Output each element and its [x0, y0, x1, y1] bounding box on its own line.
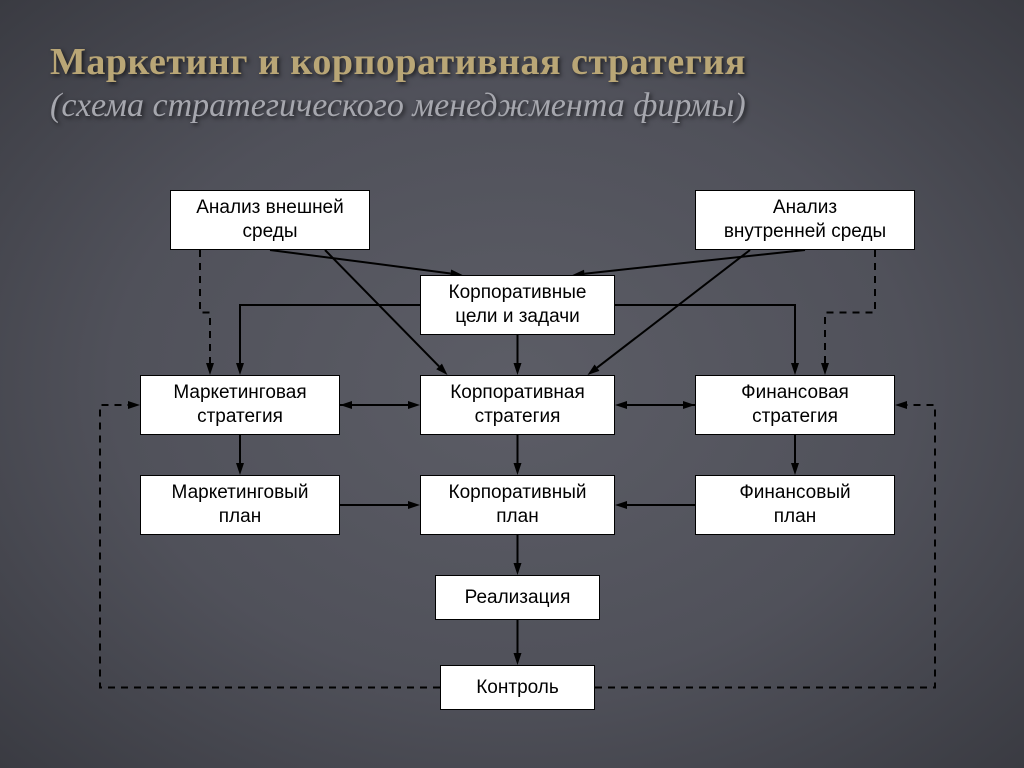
node-mkt_plan: Маркетинговыйплан — [140, 475, 340, 535]
node-goals: Корпоративныецели и задачи — [420, 275, 615, 335]
node-impl: Реализация — [435, 575, 600, 620]
node-corp_plan: Корпоративныйплан — [420, 475, 615, 535]
title-line2: (схема стратегического менеджмента фирмы… — [50, 86, 974, 127]
slide-title: Маркетинг и корпоративная стратегия (схе… — [50, 40, 974, 126]
node-ctrl: Контроль — [440, 665, 595, 710]
node-fin_str: Финансоваястратегия — [695, 375, 895, 435]
node-mkt_str: Маркетинговаястратегия — [140, 375, 340, 435]
node-int: Анализвнутренней среды — [695, 190, 915, 250]
node-fin_plan: Финансовыйплан — [695, 475, 895, 535]
node-corp_str: Корпоративнаястратегия — [420, 375, 615, 435]
node-ext: Анализ внешнейсреды — [170, 190, 370, 250]
slide-stage: Маркетинг и корпоративная стратегия (схе… — [0, 0, 1024, 768]
title-line1: Маркетинг и корпоративная стратегия — [50, 40, 974, 86]
